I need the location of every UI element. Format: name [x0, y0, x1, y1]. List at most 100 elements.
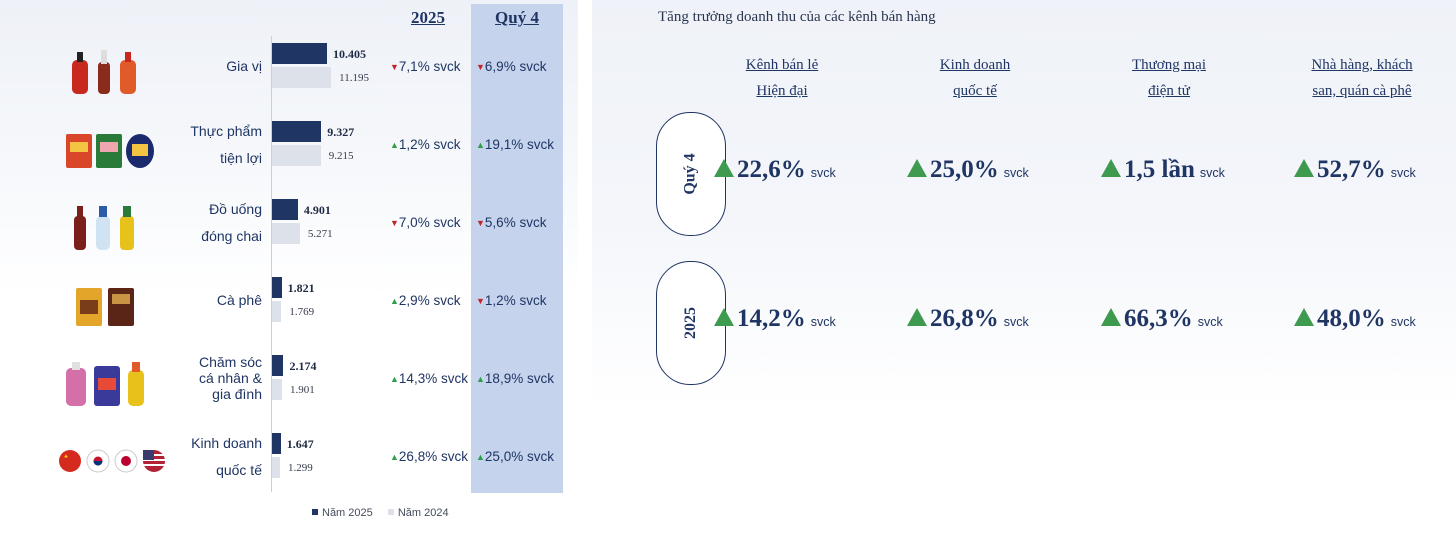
channel-header-line: san, quán cà phê — [1312, 83, 1412, 99]
change-text: 2,9% svck — [398, 293, 461, 308]
segment-label: Chăm sóc cá nhân & gia đình — [199, 354, 262, 402]
legend-item-2024: Năm 2024 — [387, 507, 449, 519]
bar-2024 — [272, 457, 280, 478]
change-text: 1,2% svck — [484, 293, 547, 308]
yoy-change-2025: ▲1,2% svck — [390, 137, 460, 152]
growth-value: 26,8% — [930, 305, 999, 332]
channel-growth-panel — [578, 0, 1456, 543]
channel-header-line: quốc tế — [953, 83, 997, 99]
growth-metric: 66,3% svck — [1101, 305, 1223, 333]
growth-value: 14,2% — [737, 305, 806, 332]
growth-unit: svck — [1390, 315, 1416, 329]
channel-header: Nhà hàng, khách san, quán cà phê — [1272, 52, 1452, 104]
value-label-2024: 11.195 — [339, 72, 370, 84]
quarter-column-highlight — [471, 4, 563, 493]
bar-2024 — [272, 145, 321, 166]
yoy-change-2025: ▼7,1% svck — [390, 59, 460, 74]
change-text: 7,0% svck — [398, 215, 461, 230]
segment-row: Kinh doanh quốc tế 1.647 1.299 ▲26,8% svck ▲2… — [0, 430, 578, 508]
change-text: 26,8% svck — [398, 449, 468, 464]
value-label-2024: 1.901 — [290, 384, 315, 396]
segment-row: Đồ uống đóng chai 4.901 5.271 ▼7,0% svck ▼5,6… — [0, 196, 578, 274]
instant-noodle-packs-icon — [58, 124, 158, 174]
legend-swatch-2025 — [312, 509, 318, 515]
column-header-year: 2025 — [411, 8, 445, 27]
panel-divider — [578, 0, 592, 543]
country-flags-icon — [58, 436, 165, 486]
value-label-2025: 1.821 — [287, 281, 315, 295]
channel-header-line: Nhà hàng, khách — [1311, 57, 1413, 73]
channel-header-line: Kênh bán lẻ — [745, 57, 819, 73]
channel-header: Kênh bán lẻ Hiện đại — [692, 52, 872, 104]
channel-header-line: Thương mại — [1132, 57, 1206, 73]
up-triangle-icon: ▲ — [476, 452, 485, 462]
segment-label: Đồ uống đóng chai — [201, 196, 262, 250]
up-arrow-icon — [907, 308, 927, 326]
up-arrow-icon — [1101, 308, 1121, 326]
value-label-2025: 1.647 — [286, 437, 314, 451]
chart-legend: Năm 2025 Năm 2024 — [312, 507, 461, 519]
segment-label-line: tiện lợi — [220, 150, 262, 166]
yoy-change-2025: ▲2,9% svck — [390, 293, 460, 308]
growth-value: 22,6% — [737, 156, 806, 183]
value-label-2024: 1.769 — [289, 306, 315, 318]
channel-header-line: Kinh doanh — [939, 57, 1011, 73]
yoy-change-q4: ▲25,0% svck — [476, 449, 554, 464]
segment-label-line: Gia vị — [226, 58, 262, 74]
growth-unit: svck — [1390, 166, 1416, 180]
growth-unit: svck — [810, 315, 836, 329]
segment-row: Thực phẩm tiện lợi 9.327 9.215 ▲1,2% svck ▲19… — [0, 118, 578, 196]
down-triangle-icon: ▼ — [390, 62, 399, 72]
bar-2025 — [272, 355, 284, 376]
column-header-quarter: Quý 4 — [495, 8, 539, 27]
bar-2025 — [272, 43, 327, 64]
channel-growth-title: Tăng trưởng doanh thu của các kênh bán h… — [658, 9, 936, 25]
segment-label-line: quốc tế — [216, 462, 262, 478]
up-arrow-icon — [714, 308, 734, 326]
segment-label-line: cá nhân & — [198, 370, 262, 386]
segment-label-line: Kinh doanh — [191, 435, 262, 451]
bar-2024 — [272, 379, 283, 400]
yoy-change-q4: ▼5,6% svck — [476, 215, 546, 230]
up-triangle-icon: ▲ — [390, 374, 399, 384]
up-triangle-icon: ▲ — [476, 140, 485, 150]
bar-2025 — [272, 433, 281, 454]
home-care-bottles-icon — [58, 358, 158, 408]
up-triangle-icon: ▲ — [390, 452, 399, 462]
growth-metric: 1,5 lần svck — [1101, 156, 1225, 184]
growth-unit: svck — [810, 166, 836, 180]
value-label-2025: 4.901 — [303, 203, 331, 217]
growth-metric: 22,6% svck — [714, 156, 836, 184]
channel-header-line: Hiện đại — [756, 83, 808, 99]
down-triangle-icon: ▼ — [390, 218, 399, 228]
down-triangle-icon: ▼ — [476, 296, 485, 306]
change-text: 7,1% svck — [398, 59, 461, 74]
segment-label-line: Cà phê — [216, 292, 262, 308]
coffee-packs-icon — [58, 280, 158, 330]
bar-2025 — [272, 199, 298, 220]
value-label-2024: 5.271 — [307, 228, 333, 240]
value-label-2024: 1.299 — [288, 462, 313, 474]
growth-value: 66,3% — [1124, 305, 1193, 332]
change-text: 25,0% svck — [484, 449, 554, 464]
up-arrow-icon — [1294, 308, 1314, 326]
legend-item-2025: Năm 2025 — [312, 507, 373, 519]
down-triangle-icon: ▼ — [476, 218, 485, 228]
growth-metric: 52,7% svck — [1294, 156, 1416, 184]
bar-2024 — [272, 67, 332, 88]
growth-value: 1,5 lần — [1124, 156, 1195, 183]
change-text: 6,9% svck — [484, 59, 547, 74]
change-text: 5,6% svck — [484, 215, 547, 230]
growth-value: 52,7% — [1317, 156, 1386, 183]
bar-2025 — [272, 121, 322, 142]
growth-metric: 48,0% svck — [1294, 305, 1416, 333]
growth-unit: svck — [1197, 315, 1223, 329]
segment-row: Chăm sóc cá nhân & gia đình 2.174 1.901 ▲14,3… — [0, 352, 578, 430]
value-label-2025: 2.174 — [289, 359, 317, 373]
yoy-change-q4: ▼1,2% svck — [476, 293, 546, 308]
growth-metric: 25,0% svck — [907, 156, 1029, 184]
segment-label: Cà phê — [217, 287, 262, 314]
period-label-text: Quý 4 — [682, 153, 699, 195]
segment-row: Cà phê 1.821 1.769 ▲2,9% svck ▼1,2% svck — [0, 274, 578, 352]
bar-2024 — [272, 223, 300, 244]
